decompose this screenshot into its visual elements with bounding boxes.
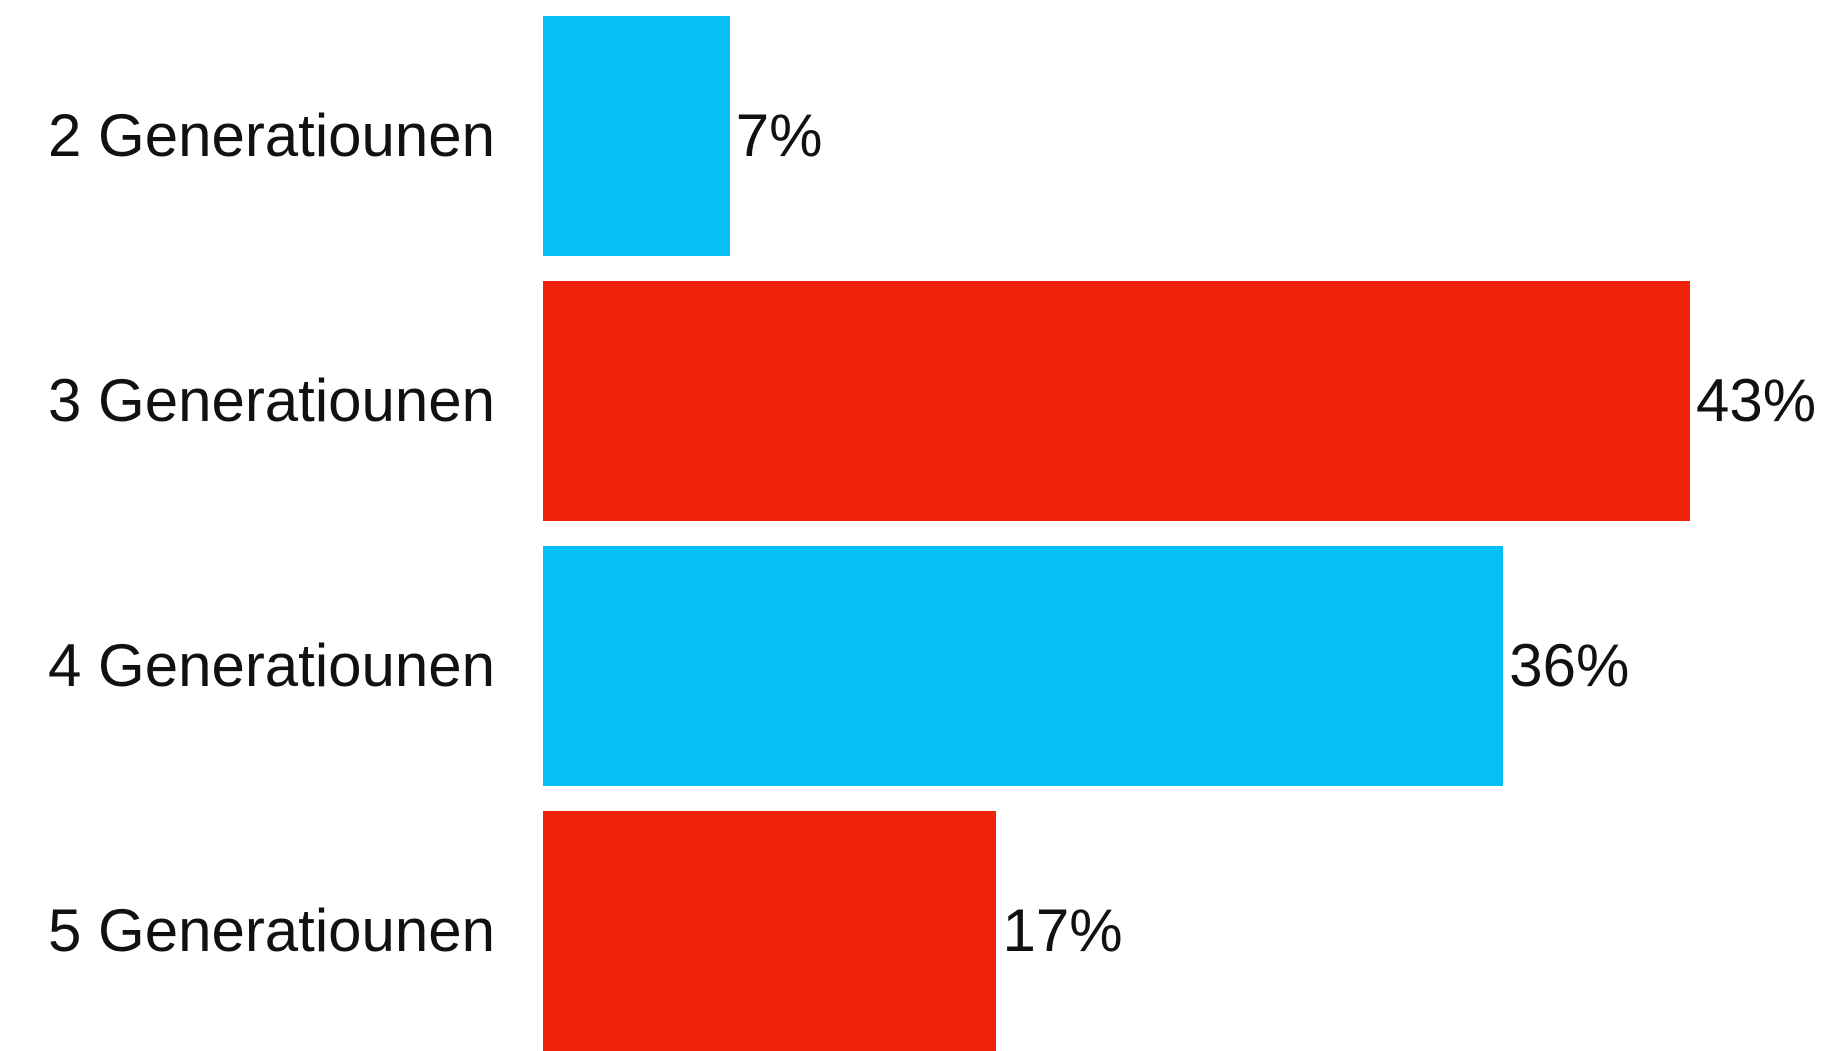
bar [543, 546, 1504, 786]
value-label: 17% [1002, 897, 1123, 964]
value-label: 36% [1509, 632, 1630, 699]
bar [543, 811, 997, 1051]
category-label: 2 Generatiounen [48, 102, 496, 169]
bar [543, 16, 730, 256]
bar [543, 281, 1690, 521]
category-label: 3 Generatiounen [48, 367, 496, 434]
category-label: 5 Generatiounen [48, 897, 496, 964]
category-label: 4 Generatiounen [48, 632, 496, 699]
value-label: 43% [1696, 367, 1817, 434]
value-label: 7% [735, 102, 823, 169]
